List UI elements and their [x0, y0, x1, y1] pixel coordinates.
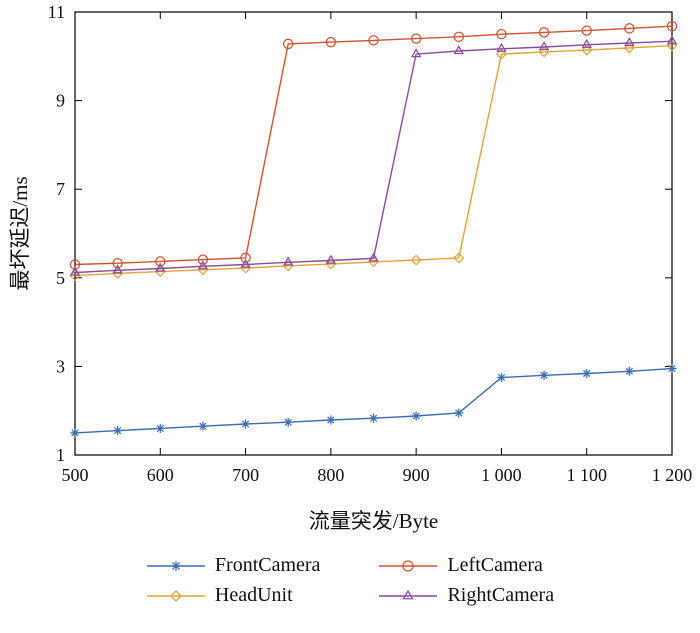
- asterisk-marker: [368, 413, 379, 423]
- FrontCamera-legend-glyph: [146, 560, 205, 571]
- diamond-marker: [581, 44, 593, 56]
- y-axis-label: 最坏延迟/ms: [8, 176, 32, 290]
- frontcamera-line-swatch: [146, 556, 206, 576]
- diamond-marker: [623, 42, 635, 54]
- circle-marker: [402, 559, 415, 572]
- triangle-marker: [453, 45, 465, 55]
- x-tick-label: 800: [317, 465, 344, 485]
- triangle-marker: [69, 266, 81, 276]
- triangle-marker: [282, 256, 294, 266]
- legend-label-headunit: HeadUnit: [214, 584, 293, 606]
- y-tick-label: 5: [56, 268, 65, 288]
- asterisk-marker: [624, 366, 634, 376]
- asterisk-marker: [113, 426, 123, 436]
- series-layer: [69, 20, 678, 438]
- triangle-marker: [155, 262, 166, 272]
- triangle-marker: [240, 258, 251, 268]
- x-axis-label: 流量突发/Byte: [309, 509, 439, 533]
- triangle-marker: [112, 264, 123, 274]
- FrontCamera-line: [74, 367, 673, 434]
- asterisk-marker: [283, 417, 293, 427]
- asterisk-marker: [70, 428, 80, 438]
- circle-marker: [112, 257, 123, 269]
- asterisk-marker: [582, 368, 592, 379]
- y-tick-label: 9: [56, 91, 65, 111]
- legend-item-rightcamera: RightCamera: [378, 584, 554, 607]
- y-tick-label: 11: [48, 2, 65, 22]
- asterisk-marker: [170, 560, 181, 571]
- HeadUnit-legend-glyph: [146, 589, 205, 602]
- headunit-line-swatch: [146, 586, 206, 606]
- LeftCamera-legend-glyph: [379, 559, 438, 572]
- legend-label-leftcamera: LeftCamera: [447, 554, 543, 576]
- asterisk-marker: [667, 364, 677, 374]
- RightCamera-line: [74, 40, 673, 274]
- asterisk-marker: [240, 419, 251, 429]
- y-tick-label: 7: [56, 179, 65, 199]
- y-tick-label: 3: [56, 356, 65, 376]
- legend-label-frontcamera: FrontCamera: [214, 554, 321, 576]
- x-tick-label: 500: [62, 465, 89, 485]
- triangle-marker: [197, 260, 209, 270]
- legend: FrontCamera LeftCamera HeadUnit RightCam…: [146, 554, 554, 607]
- diamond-marker: [170, 589, 182, 602]
- rightcamera-line-swatch: [378, 586, 438, 606]
- LeftCamera-line: [74, 25, 673, 266]
- triangle-marker: [496, 42, 507, 52]
- triangle-marker: [581, 38, 592, 48]
- circle-marker: [453, 31, 465, 43]
- x-tick-label: 900: [403, 465, 430, 485]
- triangle-marker: [325, 254, 337, 264]
- legend-item-leftcamera: LeftCamera: [378, 554, 554, 577]
- circle-marker: [368, 35, 379, 46]
- circle-marker: [581, 25, 592, 36]
- triangle-marker: [402, 589, 415, 599]
- triangle-marker: [666, 35, 678, 45]
- asterisk-marker: [454, 408, 464, 418]
- circle-marker: [496, 28, 507, 40]
- diamond-marker: [410, 254, 422, 266]
- asterisk-marker: [198, 421, 208, 431]
- diamond-marker: [453, 252, 465, 264]
- asterisk-marker: [496, 372, 507, 383]
- asterisk-marker: [539, 370, 549, 380]
- legend-label-rightcamera: RightCamera: [447, 584, 555, 606]
- triangle-marker: [368, 252, 379, 262]
- circle-marker: [410, 33, 422, 44]
- asterisk-marker: [326, 415, 336, 425]
- y-tick-label: 1: [56, 445, 65, 465]
- circle-marker: [666, 20, 678, 32]
- circle-marker: [325, 36, 337, 48]
- legend-item-headunit: HeadUnit: [146, 584, 321, 607]
- HeadUnit-line: [74, 45, 673, 277]
- x-tick-label: 700: [232, 465, 259, 485]
- RightCamera-legend-glyph: [379, 589, 438, 599]
- axis-ticks: 500 600 700 800 900 1 000 1 100 1 200 1 3 5 7 9 11: [48, 2, 693, 485]
- legend-item-frontcamera: FrontCamera: [146, 554, 321, 577]
- plot-canvas: 500 600 700 800 900 1 000 1 100 1 200 1 3 5 7 9 11 最坏…: [8, 2, 693, 533]
- diamond-marker: [538, 46, 550, 58]
- triangle-marker: [410, 48, 422, 58]
- asterisk-marker: [411, 411, 421, 421]
- circle-marker: [282, 38, 294, 50]
- x-tick-label: 1 200: [652, 465, 693, 485]
- circle-marker: [155, 256, 166, 267]
- circle-marker: [624, 23, 635, 34]
- triangle-marker: [538, 41, 550, 51]
- diamond-marker: [495, 48, 507, 60]
- asterisk-marker: [155, 423, 165, 434]
- circle-marker: [240, 252, 251, 264]
- circle-marker: [538, 27, 550, 38]
- x-tick-label: 1 000: [481, 465, 522, 485]
- circle-marker: [197, 254, 209, 265]
- x-tick-label: 600: [147, 465, 174, 485]
- leftcamera-line-swatch: [378, 556, 438, 576]
- x-tick-label: 1 100: [566, 465, 607, 485]
- plot-area: [74, 11, 673, 456]
- triangle-marker: [624, 37, 635, 47]
